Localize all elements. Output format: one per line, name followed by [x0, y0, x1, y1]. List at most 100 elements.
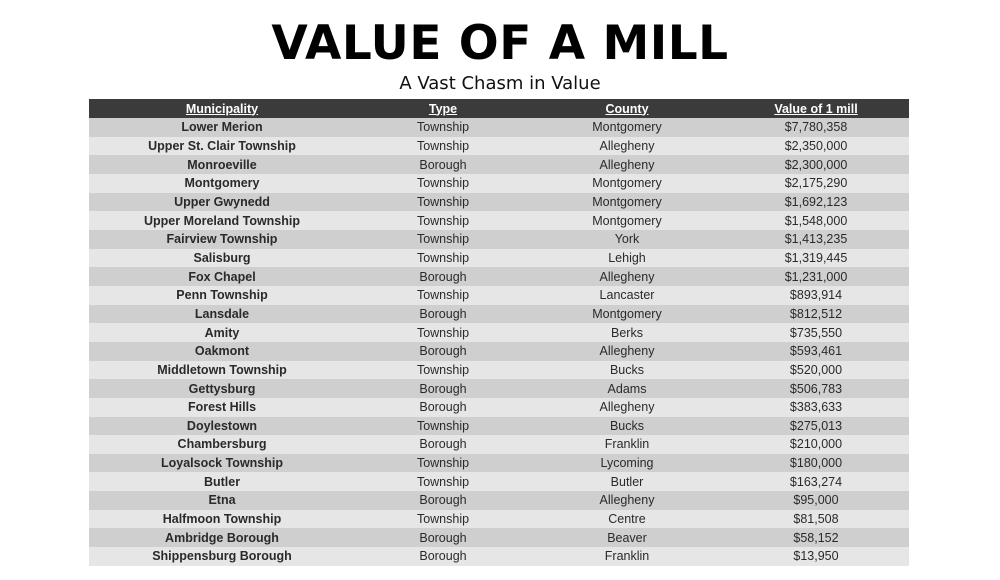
municipality-cell: Forest Hills [89, 397, 355, 417]
value-cell: $2,175,290 [723, 173, 909, 193]
table-row: Shippensburg Borough Borough Franklin $13,9… [89, 547, 909, 566]
type-cell: Township [355, 472, 531, 492]
municipality-cell: Fairview Township [89, 229, 355, 249]
municipality-cell: Lansdale [89, 304, 355, 324]
value-cell: $210,000 [723, 435, 909, 454]
type-cell: Township [355, 118, 531, 137]
value-cell: $812,512 [723, 304, 909, 324]
value-cell: $1,413,235 [723, 229, 909, 249]
table-row: Salisburg Township Lehigh $1,319,445 [89, 248, 909, 268]
county-cell: York [531, 229, 723, 249]
type-cell: Township [355, 509, 531, 529]
header-county: County [531, 99, 723, 118]
table-row: Loyalsock Township Township Lycoming $180,0… [89, 453, 909, 473]
table-row: Halfmoon Township Township Centre $81,508 [89, 509, 909, 529]
value-cell: $383,633 [723, 397, 909, 417]
value-cell: $58,152 [723, 528, 909, 548]
type-cell: Borough [355, 491, 531, 510]
county-cell: Berks [531, 323, 723, 342]
value-cell: $163,274 [723, 472, 909, 492]
table-row: Ambridge Borough Borough Beaver $58,152 [89, 528, 909, 548]
municipality-cell: Upper Moreland Township [89, 211, 355, 230]
type-cell: Township [355, 229, 531, 249]
type-cell: Borough [355, 267, 531, 286]
county-cell: Allegheny [531, 136, 723, 156]
header-value: Value of 1 mill [723, 99, 909, 118]
county-cell: Montgomery [531, 173, 723, 193]
value-cell: $1,319,445 [723, 248, 909, 268]
slide-title: VALUE OF A MILL [271, 16, 729, 71]
county-cell: Bucks [531, 360, 723, 380]
value-cell: $2,300,000 [723, 155, 909, 174]
county-cell: Montgomery [531, 304, 723, 324]
county-cell: Lehigh [531, 248, 723, 268]
municipality-cell: Etna [89, 491, 355, 510]
table-row: Fairview Township Township York $1,413,235 [89, 229, 909, 249]
header-municipality: Municipality [89, 99, 355, 118]
table-row: Lower Merion Township Montgomery $7,780,358 [89, 118, 909, 137]
type-cell: Township [355, 248, 531, 268]
municipality-cell: Gettysburg [89, 379, 355, 398]
county-cell: Bucks [531, 416, 723, 436]
county-cell: Montgomery [531, 192, 723, 212]
table-row: Monroeville Borough Allegheny $2,300,000 [89, 155, 909, 174]
type-cell: Borough [355, 528, 531, 548]
county-cell: Adams [531, 379, 723, 398]
value-cell: $593,461 [723, 341, 909, 361]
slide-subtitle: A Vast Chasm in Value [399, 73, 601, 94]
table-row: Chambersburg Borough Franklin $210,000 [89, 435, 909, 454]
county-cell: Allegheny [531, 155, 723, 174]
table-row: Oakmont Borough Allegheny $593,461 [89, 341, 909, 361]
municipality-cell: Butler [89, 472, 355, 492]
county-cell: Montgomery [531, 118, 723, 137]
type-cell: Borough [355, 397, 531, 417]
type-cell: Township [355, 192, 531, 212]
municipality-cell: Shippensburg Borough [89, 547, 355, 566]
type-cell: Township [355, 285, 531, 305]
county-cell: Franklin [531, 435, 723, 454]
table-row: Penn Township Township Lancaster $893,914 [89, 285, 909, 305]
municipality-cell: Chambersburg [89, 435, 355, 454]
county-cell: Beaver [531, 528, 723, 548]
value-cell: $520,000 [723, 360, 909, 380]
municipality-cell: Middletown Township [89, 360, 355, 380]
mill-value-table: Municipality Type County Value of 1 mill… [89, 99, 909, 566]
table-row: Butler Township Butler $163,274 [89, 472, 909, 492]
value-cell: $13,950 [723, 547, 909, 566]
type-cell: Township [355, 360, 531, 380]
type-cell: Township [355, 416, 531, 436]
value-cell: $275,013 [723, 416, 909, 436]
value-cell: $1,231,000 [723, 267, 909, 286]
municipality-cell: Loyalsock Township [89, 453, 355, 473]
municipality-cell: Upper St. Clair Township [89, 136, 355, 156]
table-row: Etna Borough Allegheny $95,000 [89, 491, 909, 510]
table-row: Middletown Township Township Bucks $520,000 [89, 360, 909, 380]
municipality-cell: Doylestown [89, 416, 355, 436]
county-cell: Allegheny [531, 341, 723, 361]
header-type: Type [355, 99, 531, 118]
value-cell: $180,000 [723, 453, 909, 473]
municipality-cell: Upper Gwynedd [89, 192, 355, 212]
type-cell: Township [355, 323, 531, 342]
value-cell: $1,692,123 [723, 192, 909, 212]
table-row: Upper Moreland Township Township Montgomer… [89, 211, 909, 230]
table-row: Forest Hills Borough Allegheny $383,633 [89, 397, 909, 417]
table-row: Amity Township Berks $735,550 [89, 323, 909, 342]
table-row: Upper St. Clair Township Township Alleghen… [89, 136, 909, 156]
type-cell: Borough [355, 379, 531, 398]
value-cell: $735,550 [723, 323, 909, 342]
municipality-cell: Penn Township [89, 285, 355, 305]
value-cell: $95,000 [723, 491, 909, 510]
table-row: Upper Gwynedd Township Montgomery $1,692,12… [89, 192, 909, 212]
type-cell: Township [355, 211, 531, 230]
county-cell: Lancaster [531, 285, 723, 305]
value-cell: $1,548,000 [723, 211, 909, 230]
table-row: Doylestown Township Bucks $275,013 [89, 416, 909, 436]
table-row: Montgomery Township Montgomery $2,175,290 [89, 173, 909, 193]
municipality-cell: Monroeville [89, 155, 355, 174]
type-cell: Township [355, 453, 531, 473]
type-cell: Township [355, 136, 531, 156]
municipality-cell: Ambridge Borough [89, 528, 355, 548]
county-cell: Centre [531, 509, 723, 529]
